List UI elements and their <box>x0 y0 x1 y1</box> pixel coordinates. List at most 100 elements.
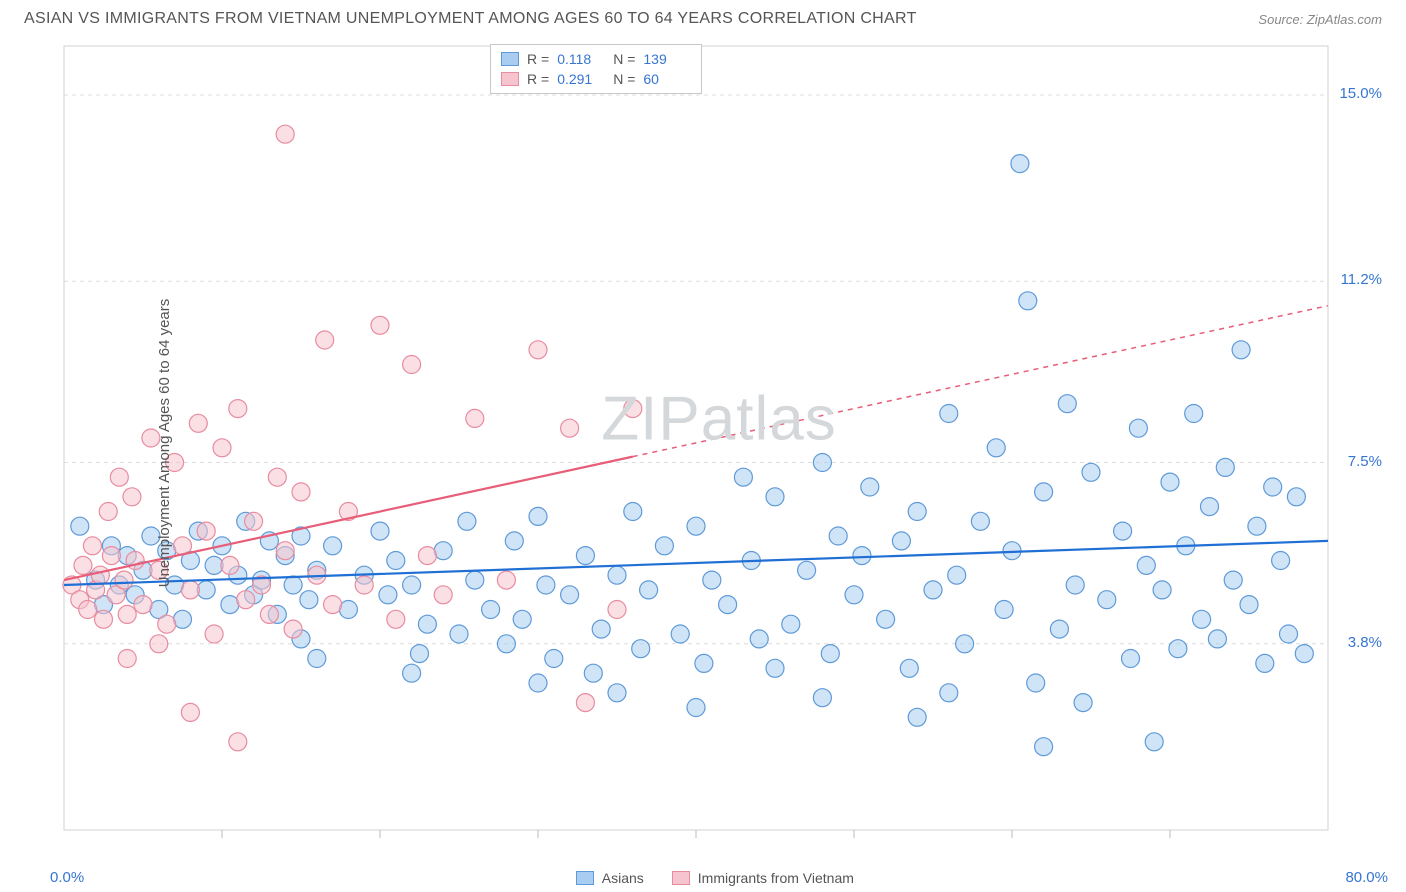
data-point <box>268 468 286 486</box>
data-point <box>1193 610 1211 628</box>
data-point <box>229 400 247 418</box>
data-point <box>1224 571 1242 589</box>
data-point <box>115 571 133 589</box>
series-legend-item: Asians <box>576 870 644 886</box>
data-point <box>561 586 579 604</box>
data-point <box>1035 483 1053 501</box>
data-point <box>608 601 626 619</box>
data-point <box>1153 581 1171 599</box>
data-point <box>174 610 192 628</box>
data-point <box>687 517 705 535</box>
data-point <box>371 522 389 540</box>
data-point <box>434 586 452 604</box>
data-point <box>74 556 92 574</box>
data-point <box>403 356 421 374</box>
data-point <box>355 576 373 594</box>
y-tick-label: 15.0% <box>1339 85 1382 102</box>
data-point <box>1050 620 1068 638</box>
data-point <box>1295 645 1313 663</box>
data-point <box>655 537 673 555</box>
data-point <box>861 478 879 496</box>
data-point <box>695 654 713 672</box>
data-point <box>624 400 642 418</box>
legend-swatch <box>501 72 519 86</box>
data-point <box>1074 694 1092 712</box>
data-point <box>434 542 452 560</box>
chart-area: Unemployment Among Ages 60 to 64 years Z… <box>50 42 1388 844</box>
data-point <box>324 596 342 614</box>
data-point <box>1264 478 1282 496</box>
data-point <box>418 615 436 633</box>
data-point <box>734 468 752 486</box>
data-point <box>387 552 405 570</box>
data-point <box>123 488 141 506</box>
data-point <box>221 596 239 614</box>
data-point <box>829 527 847 545</box>
data-point <box>877 610 895 628</box>
correlation-legend: R = 0.118 N = 139 R = 0.291 N = 60 <box>490 44 702 94</box>
data-point <box>110 468 128 486</box>
data-point <box>924 581 942 599</box>
data-point <box>339 601 357 619</box>
data-point <box>189 414 207 432</box>
data-point <box>892 532 910 550</box>
data-point <box>632 640 650 658</box>
data-point <box>371 316 389 334</box>
x-axis-bar: 0.0% AsiansImmigrants from Vietnam 80.0% <box>50 869 1388 886</box>
data-point <box>1280 625 1298 643</box>
legend-swatch <box>576 871 594 885</box>
data-point <box>102 547 120 565</box>
data-point <box>205 625 223 643</box>
legend-swatch <box>501 52 519 66</box>
data-point <box>482 601 500 619</box>
data-point <box>83 537 101 555</box>
data-point <box>845 586 863 604</box>
data-point <box>900 659 918 677</box>
data-point <box>608 566 626 584</box>
data-point <box>403 664 421 682</box>
data-point <box>561 419 579 437</box>
y-tick-label: 3.8% <box>1348 634 1382 651</box>
data-point <box>118 650 136 668</box>
data-point <box>671 625 689 643</box>
data-point <box>300 591 318 609</box>
data-point <box>411 645 429 663</box>
data-point <box>956 635 974 653</box>
data-point <box>987 439 1005 457</box>
legend-row: R = 0.291 N = 60 <box>501 69 691 89</box>
data-point <box>813 689 831 707</box>
data-point <box>260 605 278 623</box>
data-point <box>971 512 989 530</box>
data-point <box>150 635 168 653</box>
data-point <box>782 615 800 633</box>
data-point <box>71 517 89 535</box>
data-point <box>1287 488 1305 506</box>
data-point <box>1011 155 1029 173</box>
data-point <box>497 571 515 589</box>
data-point <box>91 566 109 584</box>
chart-title: ASIAN VS IMMIGRANTS FROM VIETNAM UNEMPLO… <box>24 10 917 28</box>
data-point <box>940 684 958 702</box>
data-point <box>466 571 484 589</box>
data-point <box>821 645 839 663</box>
data-point <box>1248 517 1266 535</box>
data-point <box>213 439 231 457</box>
data-point <box>1066 576 1084 594</box>
data-point <box>592 620 610 638</box>
data-point <box>584 664 602 682</box>
data-point <box>1082 463 1100 481</box>
data-point <box>1058 395 1076 413</box>
data-point <box>529 674 547 692</box>
data-point <box>995 601 1013 619</box>
data-point <box>316 331 334 349</box>
data-point <box>403 576 421 594</box>
data-point <box>276 542 294 560</box>
data-point <box>608 684 626 702</box>
data-point <box>703 571 721 589</box>
data-point <box>766 659 784 677</box>
source-credit: Source: ZipAtlas.com <box>1258 12 1382 27</box>
data-point <box>387 610 405 628</box>
data-point <box>1122 650 1140 668</box>
x-axis-min: 0.0% <box>50 869 84 886</box>
data-point <box>1232 341 1250 359</box>
